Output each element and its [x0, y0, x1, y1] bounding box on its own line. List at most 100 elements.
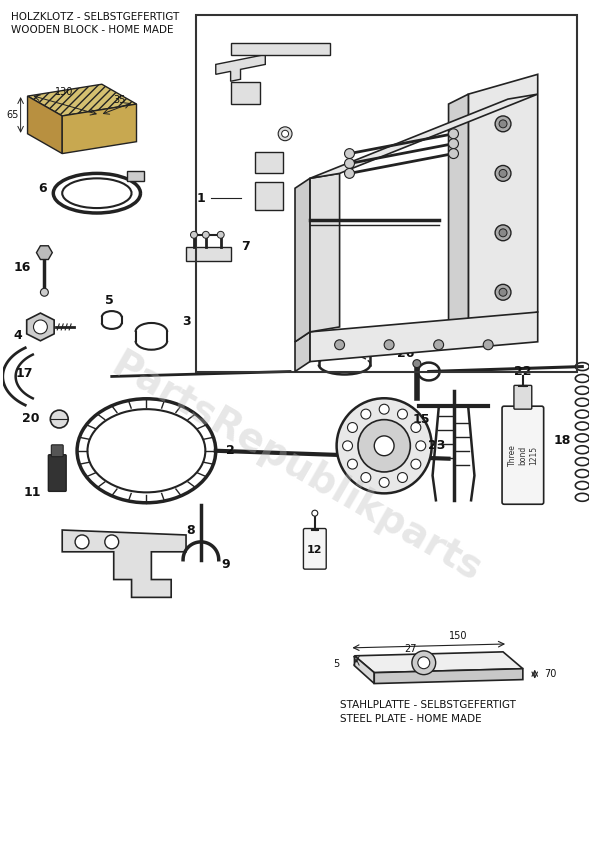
Circle shape — [105, 535, 118, 549]
Polygon shape — [468, 74, 538, 332]
Circle shape — [449, 139, 458, 149]
Circle shape — [334, 340, 345, 350]
Text: 22: 22 — [514, 365, 532, 378]
Text: 16: 16 — [14, 261, 31, 274]
Circle shape — [348, 460, 358, 469]
Text: HOLZKLOTZ - SELBSTGEFERTIGT
WOODEN BLOCK - HOME MADE: HOLZKLOTZ - SELBSTGEFERTIGT WOODEN BLOCK… — [11, 12, 179, 35]
Circle shape — [40, 288, 49, 296]
Circle shape — [50, 410, 68, 428]
Text: 17: 17 — [16, 367, 33, 380]
FancyBboxPatch shape — [52, 445, 63, 457]
Circle shape — [361, 409, 371, 419]
Circle shape — [34, 320, 47, 334]
Circle shape — [499, 120, 507, 128]
Text: 70: 70 — [545, 669, 556, 678]
Text: 39: 39 — [301, 337, 318, 351]
Circle shape — [449, 149, 458, 158]
Text: 20: 20 — [22, 412, 39, 425]
Circle shape — [411, 423, 421, 432]
FancyBboxPatch shape — [304, 528, 326, 569]
Polygon shape — [215, 54, 265, 81]
Polygon shape — [62, 104, 137, 153]
Circle shape — [345, 158, 355, 168]
Text: 8: 8 — [186, 523, 195, 536]
Circle shape — [416, 441, 426, 451]
Text: 5: 5 — [333, 659, 340, 669]
Text: PartsRepublikparts: PartsRepublikparts — [104, 346, 488, 590]
Circle shape — [358, 420, 410, 472]
Text: 9: 9 — [221, 558, 230, 571]
Circle shape — [499, 288, 507, 296]
Circle shape — [345, 168, 355, 179]
Polygon shape — [27, 313, 54, 340]
Circle shape — [348, 423, 358, 432]
Circle shape — [278, 127, 292, 140]
Text: 35: 35 — [114, 95, 126, 105]
Polygon shape — [310, 174, 340, 332]
Circle shape — [495, 116, 511, 132]
Circle shape — [312, 511, 318, 517]
Polygon shape — [37, 246, 52, 260]
Bar — [231, 43, 330, 54]
Polygon shape — [355, 652, 523, 672]
Bar — [196, 14, 577, 372]
Bar — [255, 151, 283, 174]
Circle shape — [282, 130, 288, 137]
Polygon shape — [28, 84, 137, 116]
Bar — [231, 83, 260, 104]
Text: 26: 26 — [397, 347, 414, 360]
Bar — [127, 171, 144, 181]
Text: 3: 3 — [182, 316, 191, 328]
Polygon shape — [295, 179, 310, 342]
Text: 65: 65 — [7, 110, 19, 120]
Bar — [255, 182, 283, 210]
Polygon shape — [295, 332, 310, 372]
Polygon shape — [28, 96, 62, 153]
Circle shape — [397, 409, 407, 419]
Text: 18: 18 — [554, 434, 571, 448]
Circle shape — [374, 436, 394, 456]
Text: 1: 1 — [197, 191, 205, 204]
Text: 6: 6 — [38, 182, 47, 195]
Bar — [186, 247, 231, 260]
Text: 2: 2 — [226, 444, 235, 457]
Circle shape — [343, 441, 352, 451]
Circle shape — [397, 472, 407, 483]
Circle shape — [75, 535, 89, 549]
Polygon shape — [449, 94, 468, 342]
Circle shape — [202, 231, 210, 238]
Circle shape — [495, 225, 511, 241]
Circle shape — [379, 477, 389, 488]
Circle shape — [384, 340, 394, 350]
Text: 4: 4 — [13, 329, 22, 342]
Text: 12: 12 — [307, 545, 323, 555]
Circle shape — [337, 398, 432, 494]
Text: 5: 5 — [105, 294, 114, 306]
Text: STAHLPLATTE - SELBSTGEFERTIGT
STEEL PLATE - HOME MADE: STAHLPLATTE - SELBSTGEFERTIGT STEEL PLAT… — [340, 700, 516, 723]
Text: Three
bond
1215: Three bond 1215 — [508, 444, 538, 466]
Polygon shape — [374, 669, 523, 683]
Circle shape — [449, 129, 458, 139]
Circle shape — [483, 340, 493, 350]
Circle shape — [191, 231, 198, 238]
Polygon shape — [355, 656, 374, 683]
Polygon shape — [310, 312, 538, 362]
Text: 130: 130 — [55, 87, 73, 97]
Polygon shape — [62, 530, 186, 597]
FancyBboxPatch shape — [502, 406, 543, 505]
Circle shape — [495, 165, 511, 181]
Circle shape — [412, 651, 436, 675]
FancyBboxPatch shape — [514, 386, 532, 409]
Circle shape — [499, 169, 507, 177]
Polygon shape — [310, 94, 538, 179]
Circle shape — [495, 284, 511, 300]
Text: 23: 23 — [428, 439, 445, 453]
Circle shape — [361, 472, 371, 483]
Circle shape — [379, 404, 389, 414]
Text: 15: 15 — [412, 413, 430, 426]
Text: 11: 11 — [24, 486, 41, 499]
Circle shape — [413, 360, 421, 368]
Circle shape — [434, 340, 443, 350]
Text: 150: 150 — [449, 631, 468, 641]
Circle shape — [217, 231, 224, 238]
